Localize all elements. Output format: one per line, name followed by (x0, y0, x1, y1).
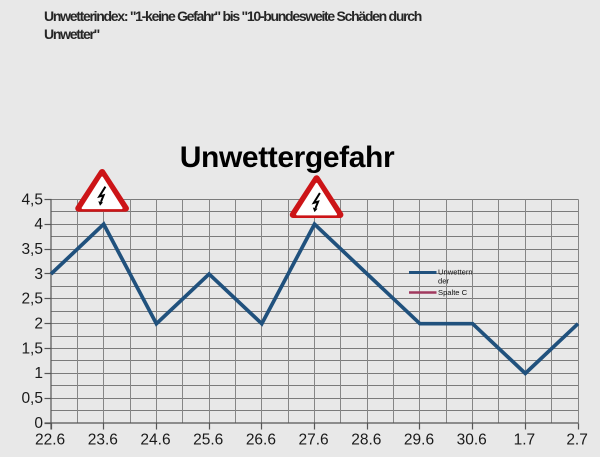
svg-text:4: 4 (34, 216, 43, 233)
svg-text:1,5: 1,5 (21, 340, 43, 357)
svg-text:29.6: 29.6 (404, 431, 434, 448)
svg-text:0: 0 (34, 415, 43, 432)
svg-text:23.6: 23.6 (88, 431, 118, 448)
svg-text:2.7: 2.7 (566, 431, 588, 448)
svg-text:der: der (438, 277, 449, 286)
svg-text:Unwettern: Unwettern (438, 268, 473, 277)
svg-text:1.7: 1.7 (514, 431, 536, 448)
svg-text:22.6: 22.6 (35, 431, 65, 448)
svg-text:Spalte C: Spalte C (438, 288, 468, 297)
svg-text:28.6: 28.6 (351, 431, 381, 448)
svg-text:2,5: 2,5 (21, 291, 43, 308)
svg-text:3: 3 (34, 266, 43, 283)
svg-text:2: 2 (34, 316, 43, 333)
svg-text:26.6: 26.6 (246, 431, 276, 448)
svg-text:4,5: 4,5 (21, 191, 43, 208)
svg-text:25.6: 25.6 (193, 431, 223, 448)
svg-text:1: 1 (34, 365, 43, 382)
svg-text:3,5: 3,5 (21, 241, 43, 258)
svg-text:0,5: 0,5 (21, 390, 43, 407)
svg-text:24.6: 24.6 (140, 431, 170, 448)
svg-text:30.6: 30.6 (457, 431, 487, 448)
svg-text:27.6: 27.6 (299, 431, 329, 448)
